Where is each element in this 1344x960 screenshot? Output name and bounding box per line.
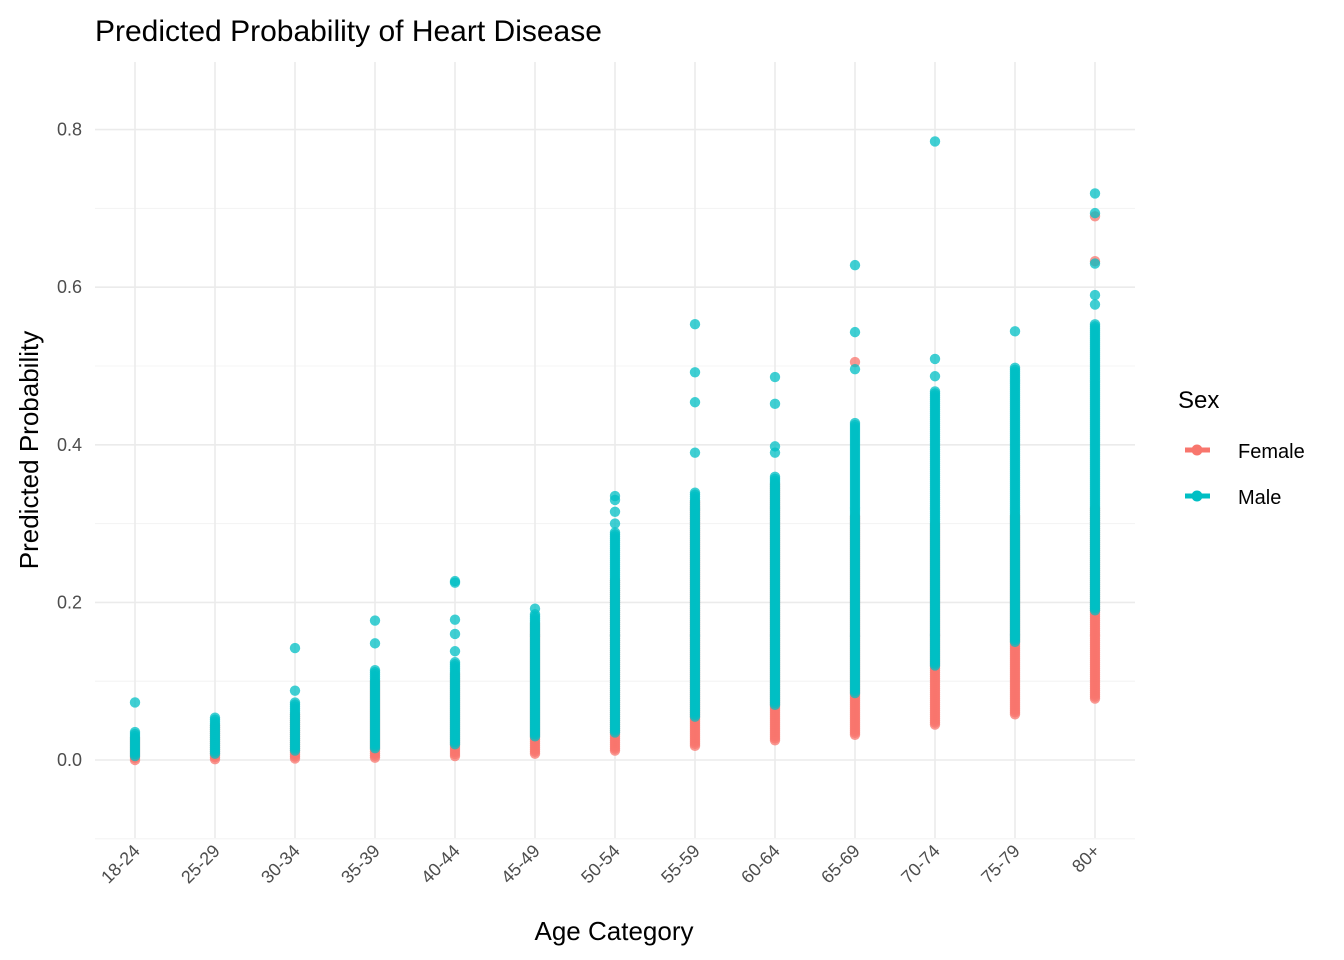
x-tick-label: 80+ — [1068, 841, 1104, 877]
data-point — [849, 417, 861, 429]
data-point — [689, 487, 701, 498]
data-point — [689, 319, 701, 330]
data-point — [209, 712, 221, 723]
data-point — [929, 136, 941, 147]
data-point — [289, 697, 301, 708]
data-point — [769, 471, 781, 483]
legend-title: Sex — [1178, 387, 1219, 414]
data-point — [689, 397, 701, 408]
series-male — [129, 136, 1101, 762]
data-point — [1089, 258, 1101, 269]
data-point — [609, 518, 621, 529]
x-tick-label: 30-34 — [257, 841, 304, 888]
axes: 0.0 0.2 0.4 0.6 0.8 18-24 25-29 30-34 35-39 40-44… — [57, 120, 1104, 888]
data-point — [369, 638, 381, 649]
data-point — [449, 628, 461, 640]
legend-item-female: Female — [1185, 441, 1305, 463]
data-point — [929, 353, 941, 365]
chart-title: Predicted Probability of Heart Disease — [95, 15, 602, 48]
data-point — [1009, 326, 1021, 337]
x-tick-label: 60-64 — [737, 841, 784, 888]
data-point — [849, 326, 861, 338]
x-tick-label: 75-79 — [977, 841, 1024, 888]
data-point — [929, 386, 941, 397]
legend: Sex Female Male — [1178, 387, 1305, 509]
legend-items: Female Male — [1185, 441, 1305, 509]
y-tick-label: 0.2 — [57, 592, 82, 612]
x-tick-label: 40-44 — [417, 841, 464, 888]
y-tick-label: 0.6 — [57, 277, 82, 297]
data-point — [689, 367, 701, 378]
data-point — [529, 603, 541, 614]
data-point — [609, 506, 621, 517]
legend-label: Male — [1238, 487, 1281, 509]
x-tick-label: 45-49 — [497, 841, 544, 888]
data-point — [289, 642, 301, 654]
data-point — [129, 726, 141, 738]
data-point — [609, 494, 621, 506]
x-tick-label: 25-29 — [177, 841, 224, 888]
data-point — [849, 259, 861, 271]
data-point — [769, 398, 781, 410]
data-point — [449, 646, 461, 657]
x-tick-label: 18-24 — [97, 841, 144, 888]
data-point — [1089, 289, 1101, 301]
data-point — [769, 447, 781, 458]
data-point — [449, 657, 461, 668]
legend-label: Female — [1238, 441, 1305, 463]
y-axis-title: Predicted Probability — [14, 331, 44, 569]
x-tick-label: 70-74 — [897, 841, 944, 888]
data-point — [689, 447, 701, 458]
data-point — [609, 527, 621, 538]
data-point — [1009, 362, 1021, 373]
data-point — [849, 363, 861, 375]
x-tick-label: 65-69 — [817, 841, 864, 888]
data-point — [1089, 319, 1101, 330]
data-point — [129, 697, 141, 708]
x-tick-label: 35-39 — [337, 841, 384, 888]
data-point — [369, 615, 381, 626]
y-tick-label: 0.4 — [57, 435, 82, 455]
data-point — [449, 614, 461, 625]
data-point — [1089, 299, 1101, 310]
data-point — [449, 577, 461, 588]
data-point — [1089, 207, 1101, 219]
data-point — [289, 685, 301, 696]
data-points — [129, 136, 1101, 766]
legend-key-point — [1191, 444, 1203, 456]
legend-item-male: Male — [1185, 487, 1281, 509]
x-tick-label: 55-59 — [657, 841, 704, 888]
data-point — [929, 371, 941, 382]
y-tick-label: 0.8 — [57, 120, 82, 140]
data-point — [1089, 188, 1101, 199]
data-point — [369, 664, 381, 676]
legend-key-point — [1191, 490, 1203, 502]
data-point — [769, 371, 781, 383]
x-axis-title: Age Category — [535, 916, 694, 946]
x-tick-label: 50-54 — [577, 841, 624, 888]
y-tick-label: 0.0 — [57, 750, 82, 770]
